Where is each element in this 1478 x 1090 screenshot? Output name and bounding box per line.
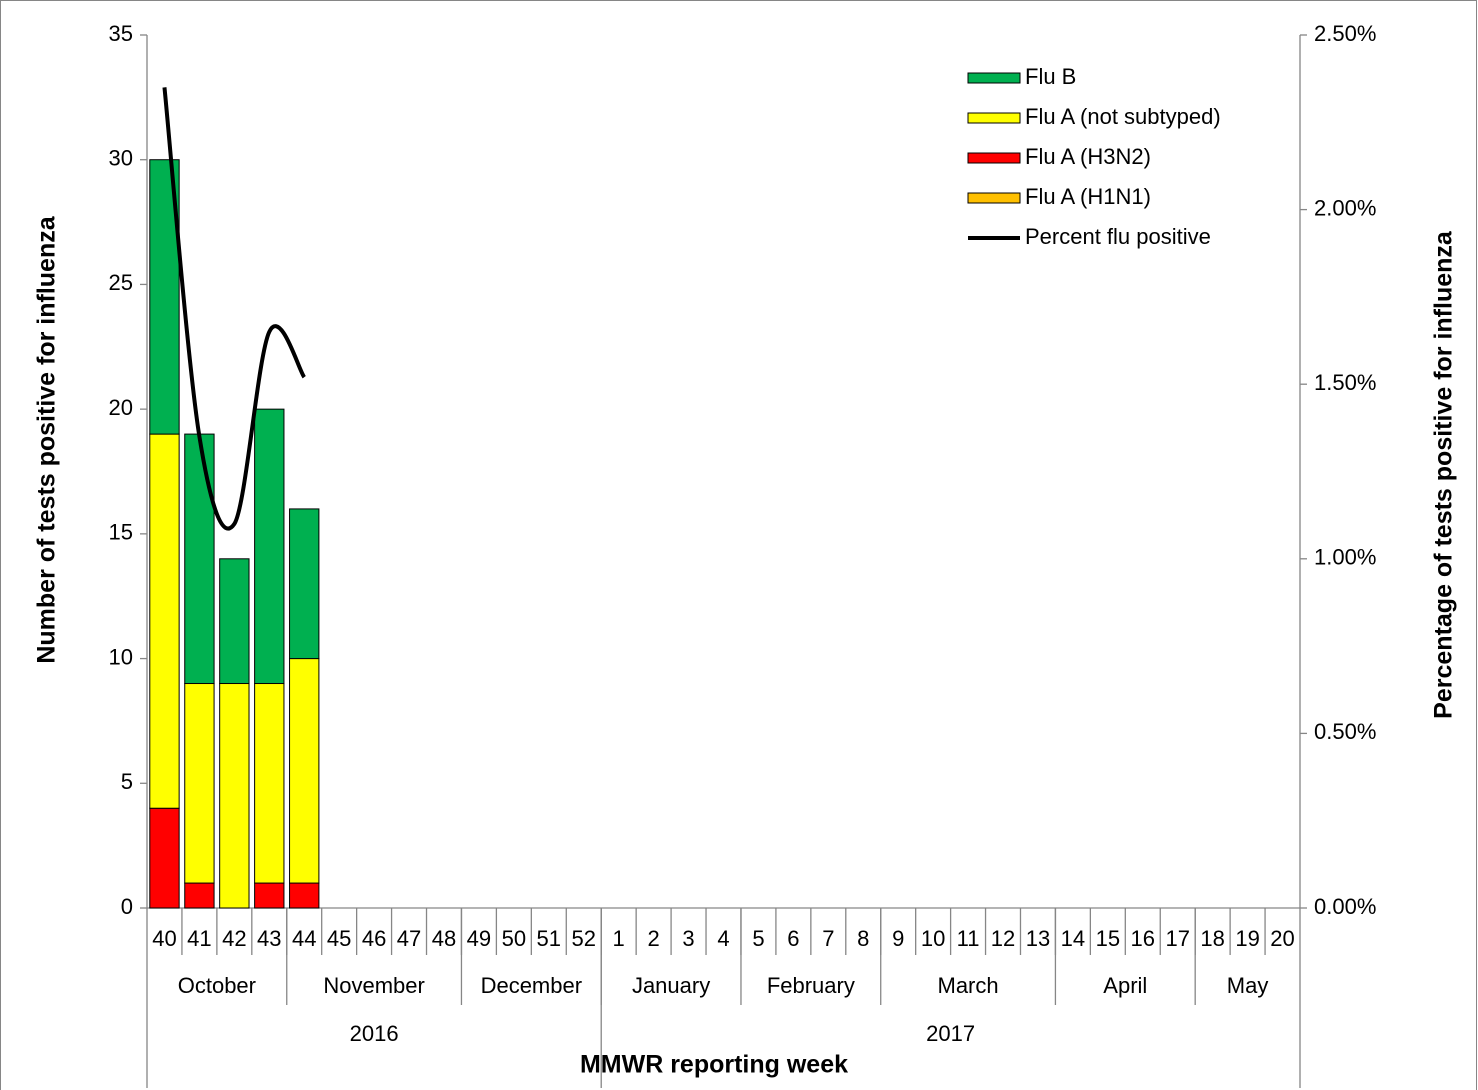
x-tick-label: 12 [991, 926, 1015, 951]
legend-label: Flu A (H3N2) [1025, 144, 1151, 169]
x-tick-label: 43 [257, 926, 281, 951]
y-axis-title: Number of tests positive for influenza [33, 215, 61, 663]
bar-segment [254, 408, 285, 685]
bar-segment [219, 683, 250, 909]
y2-tick-label: 2.50% [1314, 21, 1376, 46]
bar-segment [289, 882, 320, 909]
bar-segment [184, 683, 215, 884]
legend-swatch [967, 112, 1021, 124]
x-tick-label: 48 [432, 926, 456, 951]
x-tick-label: 52 [572, 926, 596, 951]
x-tick-label: 10 [921, 926, 945, 951]
y-tick-label: 5 [121, 769, 133, 794]
x-tick-label: 2 [647, 926, 659, 951]
month-label: November [323, 973, 424, 998]
x-tick-label: 45 [327, 926, 351, 951]
month-label: March [938, 973, 999, 998]
legend-swatch [967, 192, 1021, 204]
bar-segment [184, 882, 215, 909]
x-axis-title: MMWR reporting week [580, 1051, 848, 1079]
x-tick-label: 42 [222, 926, 246, 951]
x-tick-label: 50 [502, 926, 526, 951]
x-tick-label: 7 [822, 926, 834, 951]
bar-segment [219, 558, 250, 685]
legend-label: Flu A (H1N1) [1025, 184, 1151, 209]
y2-tick-label: 2.00% [1314, 195, 1376, 220]
y-tick-label: 10 [109, 644, 133, 669]
month-label: May [1227, 973, 1269, 998]
y2-axis-title: Percentage of tests positive for influen… [1430, 230, 1458, 719]
x-tick-label: 16 [1131, 926, 1155, 951]
x-tick-label: 41 [187, 926, 211, 951]
y-tick-label: 25 [109, 270, 133, 295]
x-tick-label: 13 [1026, 926, 1050, 951]
bar-segment [289, 508, 320, 660]
bar-segment [254, 683, 285, 884]
line-series [162, 87, 306, 531]
x-tick-label: 8 [857, 926, 869, 951]
x-tick-label: 11 [957, 926, 980, 951]
bar-segment [254, 882, 285, 909]
month-label: February [767, 973, 855, 998]
month-label: October [178, 973, 256, 998]
legend-label: Flu B [1025, 64, 1076, 89]
x-tick-label: 44 [292, 926, 316, 951]
y2-tick-label: 1.50% [1314, 370, 1376, 395]
x-tick-label: 49 [467, 926, 491, 951]
month-label: April [1103, 973, 1147, 998]
year-label: 2016 [350, 1021, 399, 1046]
legend-swatch [967, 152, 1021, 164]
x-tick-label: 4 [717, 926, 729, 951]
legend-label: Flu A (not subtyped) [1025, 104, 1221, 129]
x-tick-label: 5 [752, 926, 764, 951]
y-tick-label: 30 [109, 146, 133, 171]
month-label: January [632, 973, 710, 998]
y2-tick-label: 1.00% [1314, 545, 1376, 570]
bar-segment [149, 433, 180, 809]
x-tick-label: 19 [1235, 926, 1259, 951]
x-tick-label: 20 [1270, 926, 1294, 951]
x-tick-label: 47 [397, 926, 421, 951]
y2-tick-label: 0.00% [1314, 894, 1376, 919]
year-label: 2017 [926, 1021, 975, 1046]
x-tick-label: 17 [1165, 926, 1189, 951]
x-tick-label: 14 [1061, 926, 1085, 951]
x-tick-label: 18 [1200, 926, 1224, 951]
y-tick-label: 15 [109, 520, 133, 545]
x-tick-label: 15 [1096, 926, 1120, 951]
x-tick-label: 6 [787, 926, 799, 951]
x-tick-label: 51 [537, 926, 561, 951]
bar-segment [184, 433, 215, 685]
x-tick-label: 3 [682, 926, 694, 951]
month-label: December [481, 973, 582, 998]
x-tick-label: 1 [613, 926, 625, 951]
bar-segment [289, 658, 320, 884]
x-tick-label: 46 [362, 926, 386, 951]
y2-tick-label: 0.50% [1314, 719, 1376, 744]
legend-swatch [967, 72, 1021, 84]
y-tick-label: 0 [121, 894, 133, 919]
y-tick-label: 20 [109, 395, 133, 420]
x-tick-label: 9 [892, 926, 904, 951]
bar-segment [149, 807, 180, 909]
legend-label: Percent flu positive [1025, 224, 1211, 249]
x-tick-label: 40 [152, 926, 176, 951]
y-tick-label: 35 [109, 21, 133, 46]
